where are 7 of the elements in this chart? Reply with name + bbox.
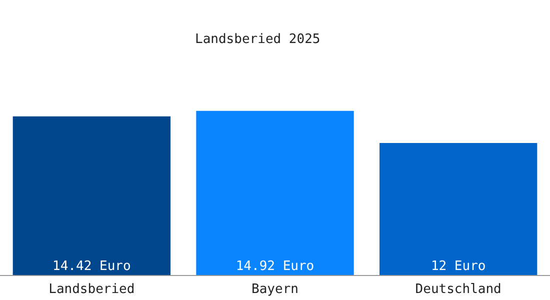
x-tick-label: Landsberied [48,282,135,297]
x-tick-label: Bayern [252,282,298,297]
data-label: 12 Euro [430,259,486,274]
data-label: 14.92 Euro [236,259,314,274]
chart-title: Landsberied 2025 [195,32,320,47]
data-label: 14.42 Euro [52,259,131,274]
x-tick-label: Deutschland [415,282,502,297]
